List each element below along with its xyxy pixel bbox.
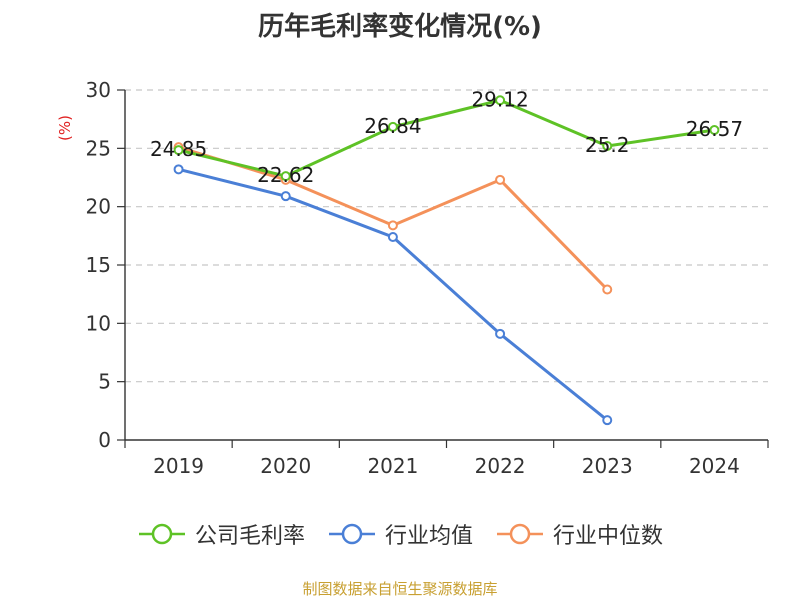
data-label: 29.12: [471, 87, 528, 111]
data-point: [387, 220, 398, 231]
data-point: [173, 164, 184, 175]
legend-label: 行业中位数: [553, 524, 664, 549]
data-point: [387, 121, 398, 132]
data-label: 26.57: [686, 117, 743, 141]
legend-item[interactable]: 公司毛利率: [137, 518, 305, 550]
y-axis-label: (%): [56, 115, 74, 141]
legend-line-circle-icon: [138, 523, 185, 545]
y-tick-label: 10: [86, 311, 111, 335]
legend-line-circle-icon: [328, 523, 375, 545]
y-tick-label: 15: [86, 253, 111, 277]
y-tick-label: 30: [86, 78, 111, 102]
data-label: 24.85: [150, 137, 207, 161]
series-line: [178, 98, 715, 178]
series-line: [178, 145, 609, 291]
legend-item[interactable]: 行业中位数: [495, 518, 663, 550]
y-tick-label: 5: [98, 370, 111, 394]
data-point: [173, 145, 184, 156]
data-point: [387, 232, 398, 242]
y-tick-label: 20: [86, 195, 111, 219]
legend-item[interactable]: 行业均值: [327, 518, 473, 550]
data-point: [280, 191, 291, 202]
y-tick-label: 0: [98, 428, 111, 452]
data-point: [602, 415, 613, 426]
legend-line-circle-icon: [497, 523, 543, 545]
data-point: [495, 95, 506, 106]
x-tick-label: 2024: [689, 454, 740, 478]
legend-label: 公司毛利率: [194, 524, 305, 549]
data-point: [280, 171, 291, 182]
data-point: [709, 125, 720, 136]
x-tick-label: 2023: [582, 454, 633, 478]
legend-label: 行业均值: [384, 524, 473, 549]
data-point: [495, 328, 506, 339]
data-label: 22.62: [257, 163, 314, 187]
data-point: [602, 141, 613, 151]
x-tick-label: 2022: [475, 454, 526, 478]
data-point: [602, 284, 613, 295]
y-tick-label: 25: [86, 136, 111, 160]
source-note: 制图数据来自恒生聚源数据库: [302, 580, 498, 598]
data-point: [495, 174, 506, 185]
chart-legend: 公司毛利率 行业均值 行业中位数: [0, 518, 800, 550]
chart-title: 历年毛利率变化情况(%): [258, 12, 542, 42]
x-tick-label: 2019: [153, 454, 204, 478]
data-label: 26.84: [364, 114, 421, 138]
x-tick-label: 2021: [367, 454, 418, 478]
data-label: 25.2: [585, 133, 630, 157]
x-tick-label: 2020: [260, 454, 311, 478]
